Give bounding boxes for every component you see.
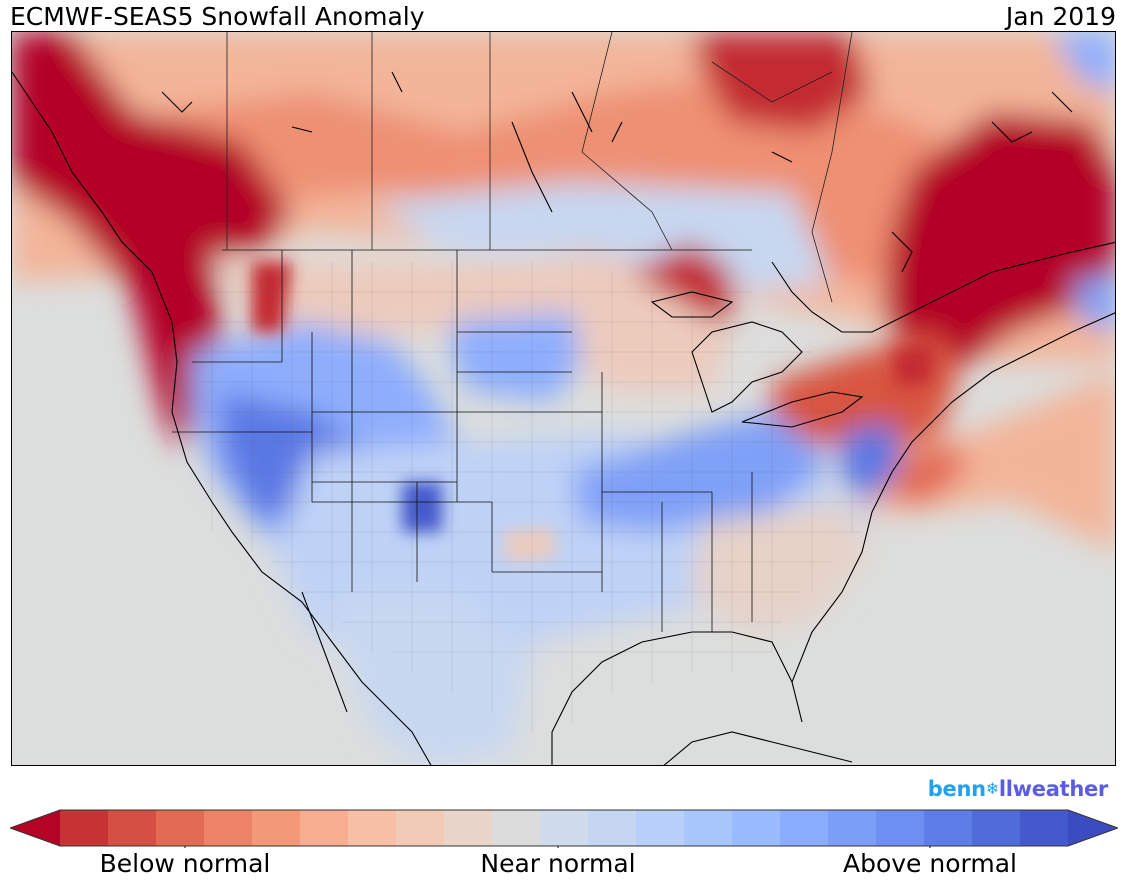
colorbar-cell [60, 810, 109, 846]
colorbar-cell [156, 810, 205, 846]
bennellweather-logo: benn❄llweather [927, 777, 1109, 801]
colorbar-cell [732, 810, 781, 846]
northern-quebec-below [692, 32, 872, 132]
colorbar-cell [252, 810, 301, 846]
colorbar-cell [396, 810, 445, 846]
colorbar-label-near: Near normal [480, 849, 636, 878]
colorbar-cell [300, 810, 349, 846]
colorbar-cell [204, 810, 253, 846]
snowflake-icon: ❄ [985, 779, 999, 798]
maine-pocket-below [892, 342, 932, 387]
colorbar-cell [492, 810, 541, 846]
colorbar-cell [924, 810, 973, 846]
state-boundaries [172, 249, 753, 632]
colorbar-ticks [184, 846, 931, 848]
colorbar-cell [972, 810, 1021, 846]
colorbar-cell [636, 810, 685, 846]
anomaly-field [12, 32, 1115, 765]
colorbar-cell [540, 810, 589, 846]
atlantic-light-below [862, 372, 1115, 552]
colorbar-cell [444, 810, 493, 846]
colorbar-right-arrow [1068, 810, 1118, 846]
colorbar-cell [348, 810, 397, 846]
colorbar-cell [1020, 810, 1069, 846]
coastlines [12, 71, 1115, 765]
atlantic-medium-below [892, 442, 972, 502]
colorbar-cell [780, 810, 829, 846]
map-canvas [12, 32, 1115, 765]
colorbar-cells [60, 810, 1069, 846]
colorbar [10, 809, 1118, 848]
newfoundland-above [1072, 272, 1115, 332]
forecast-period: Jan 2019 [1005, 2, 1116, 31]
colorbar-left-arrow [10, 810, 60, 846]
colorbar-label-above: Above normal [843, 849, 1017, 878]
mexico-near-normal [332, 592, 532, 765]
northern-plains-above [452, 312, 582, 402]
colorbar-cell [684, 810, 733, 846]
province-boundaries [226, 32, 853, 303]
colorado-pocket-above [402, 482, 442, 532]
southeast-near-normal [692, 502, 872, 632]
colorbar-label-below: Below normal [99, 849, 271, 878]
anomaly-detail [252, 262, 932, 562]
colorbar-cell [108, 810, 157, 846]
pnw-deep-below [12, 32, 292, 452]
colorbar-cell [828, 810, 877, 846]
kansas-pocket-below [502, 527, 557, 562]
colorbar-outline [10, 809, 1118, 847]
ohio-valley-above [572, 412, 832, 532]
quebec-labrador-deep-below [882, 112, 1115, 362]
colorbar-cell [588, 810, 637, 846]
colorbar-cell [876, 810, 925, 846]
snowfall-anomaly-map [11, 31, 1116, 766]
northeast-corner-above [1052, 32, 1115, 92]
map-title: ECMWF-SEAS5 Snowfall Anomaly [10, 2, 425, 31]
